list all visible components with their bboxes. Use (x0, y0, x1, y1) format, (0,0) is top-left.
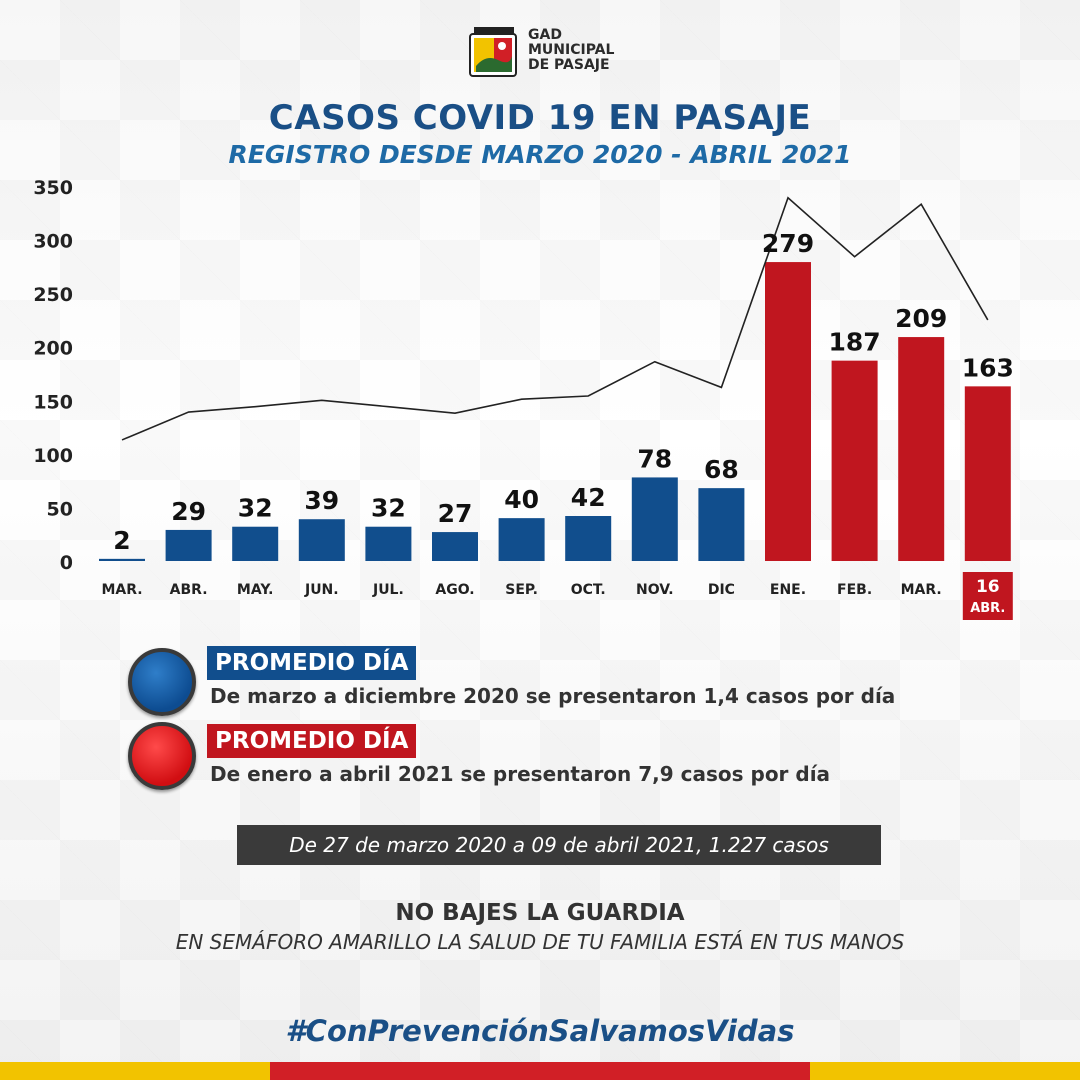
value-label: 187 (829, 328, 881, 357)
logo-text-line-3: DE PASAJE (528, 57, 610, 73)
municipal-logo: GAD MUNICIPAL DE PASAJE (468, 20, 618, 78)
y-tick-label: 350 (33, 177, 73, 199)
covid-cases-chart: 0 50 100 150 200 250 300 350 2 29 32 39 32 27 40 42 78 6… (33, 177, 1014, 620)
legend-description-2020: De marzo a diciembre 2020 se presentaron… (210, 684, 896, 708)
hashtag: #ConPrevenciónSalvamosVidas (285, 1014, 795, 1048)
bar (898, 337, 945, 561)
page-title: CASOS COVID 19 EN PASAJE (268, 98, 812, 138)
bar (232, 526, 279, 561)
x-tick-label: DIC (708, 582, 735, 598)
x-tick-label: MAR. (901, 582, 942, 598)
bar (565, 516, 612, 561)
value-label: 39 (304, 486, 339, 515)
value-label: 32 (238, 494, 273, 523)
bar (765, 262, 811, 561)
value-label: 209 (895, 304, 947, 333)
value-label: 29 (171, 497, 206, 526)
x-tick-label: FEB. (837, 582, 872, 598)
legend-blue-circle (128, 648, 196, 716)
footer-stripe-yellow-left (0, 1062, 270, 1080)
x-tick-label: OCT. (571, 582, 606, 598)
bar (498, 518, 545, 561)
value-labels: 2 29 32 39 32 27 40 42 78 68 279 187 209 163 (113, 229, 1014, 555)
value-label: 32 (371, 494, 406, 523)
trend-line (121, 196, 989, 441)
x-tick-label: JUN. (304, 582, 339, 598)
y-tick-label: 250 (33, 284, 73, 306)
footer-stripe-red (270, 1062, 810, 1080)
logo-text-line-1: GAD (528, 27, 562, 43)
bar (631, 477, 678, 561)
footer-title: NO BAJES LA GUARDIA (395, 900, 685, 926)
x-tick-label: NOV. (636, 582, 674, 598)
bar (298, 519, 345, 561)
x-tick-label: JUL. (372, 582, 404, 598)
y-tick-label: 200 (33, 338, 73, 360)
logo-text-line-2: MUNICIPAL (528, 42, 615, 58)
x-tick-label: ENE. (770, 582, 806, 598)
x-tick-label: ABR. (170, 582, 208, 598)
value-label: 40 (504, 485, 539, 514)
y-tick-label: 300 (33, 231, 73, 253)
x-tick-label: MAY. (237, 582, 274, 598)
y-tick-label: 150 (33, 391, 73, 413)
y-tick-label: 0 (60, 552, 73, 574)
bar (831, 360, 878, 561)
y-tick-label: 50 (47, 498, 73, 520)
bar (432, 532, 478, 561)
page-subtitle: REGISTRO DESDE MARZO 2020 - ABRIL 2021 (228, 140, 852, 169)
legend-red-circle (128, 722, 196, 790)
x-axis: MAR. ABR. MAY. JUN. JUL. AGO. SEP. OCT. NOV. DIC E… (101, 572, 1013, 620)
footer-subtitle: EN SEMÁFORO AMARILLO LA SALUD DE TU FAMI… (175, 930, 905, 954)
legend-description-2021: De enero a abril 2021 se presentaron 7,9… (210, 762, 831, 786)
trend-line-group (121, 196, 989, 441)
y-axis: 0 50 100 150 200 250 300 350 (33, 177, 73, 574)
x-tick-label: 16 (976, 577, 1000, 597)
bar (365, 526, 412, 561)
value-label: 163 (962, 353, 1014, 382)
value-label: 68 (704, 455, 739, 484)
x-tick-label: ABR. (970, 601, 1005, 616)
x-tick-label: SEP. (505, 582, 538, 598)
value-label: 27 (438, 499, 473, 528)
x-tick-label: AGO. (435, 582, 474, 598)
logo-text: GAD MUNICIPAL DE PASAJE (528, 28, 614, 73)
bars (99, 262, 1011, 561)
footer-stripe-yellow-right (810, 1062, 1080, 1080)
bar (165, 529, 212, 561)
bar (964, 386, 1011, 561)
y-tick-label: 100 (33, 445, 73, 467)
value-label: 2 (113, 526, 130, 555)
period-summary: De 27 de marzo 2020 a 09 de abril 2021, … (237, 825, 881, 865)
bar (698, 488, 745, 561)
shield-icon (469, 27, 517, 77)
value-label: 78 (637, 444, 672, 473)
x-tick-label: MAR. (101, 582, 142, 598)
value-label: 279 (762, 229, 814, 258)
legend-label-2021: PROMEDIO DÍA (207, 724, 417, 758)
category-highlight (962, 572, 1013, 620)
legend-label-2020: PROMEDIO DÍA (207, 646, 417, 680)
value-label: 42 (571, 483, 606, 512)
bar (99, 558, 145, 561)
